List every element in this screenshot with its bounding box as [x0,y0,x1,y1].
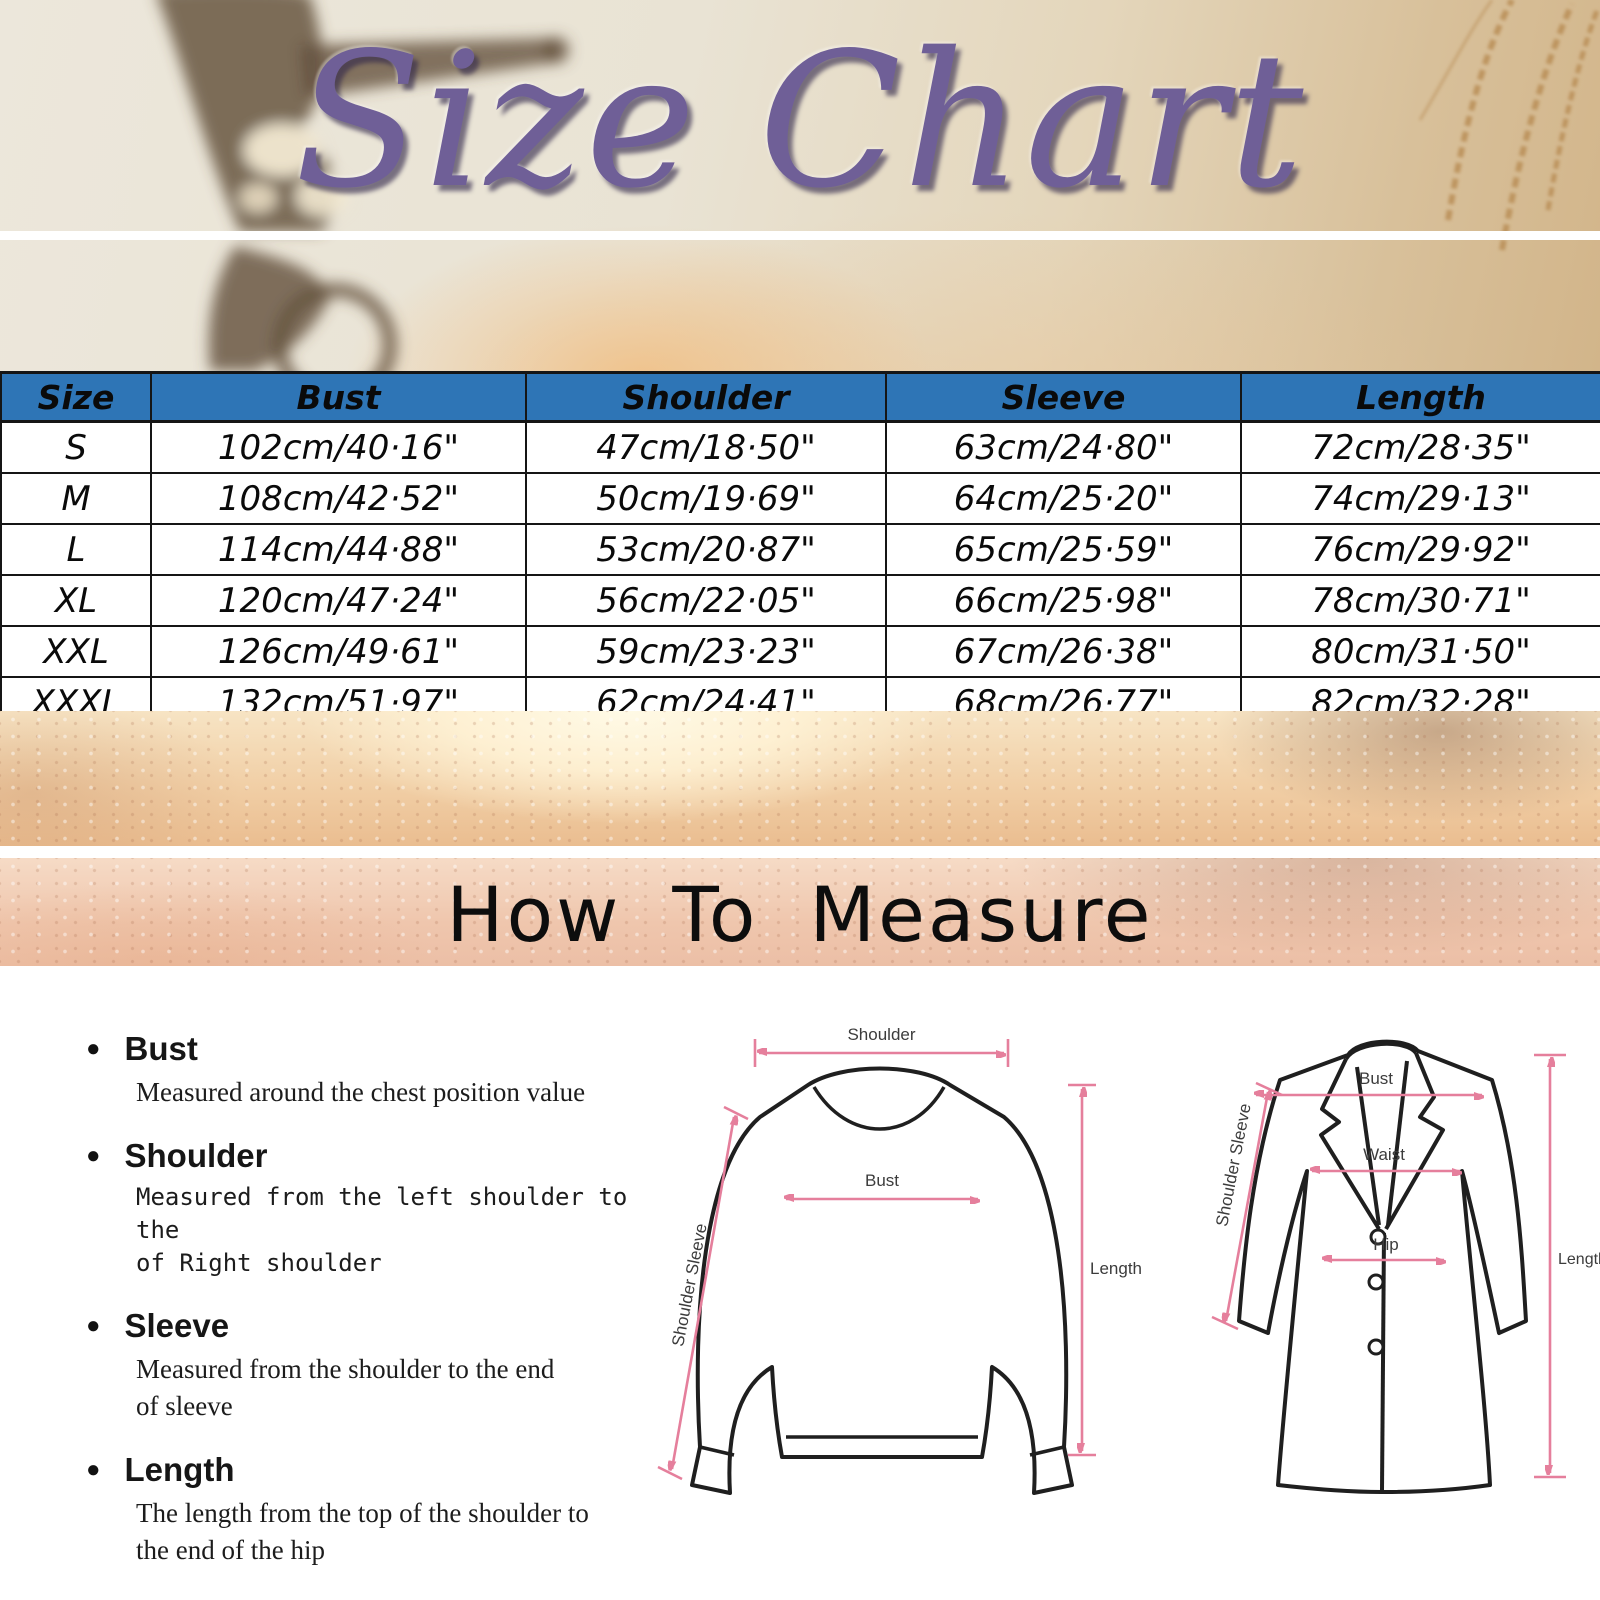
table-row: XL 120cm/47·24" 56cm/22·05" 66cm/25·98" … [0,574,1600,627]
waist-label: Waist [1363,1145,1405,1164]
cell-length: 76cm/29·92" [1240,523,1600,576]
cell-shoulder: 50cm/19·69" [525,472,887,525]
size-table-header-row: Size Bust Shoulder Sleeve Length [0,371,1600,423]
coat-measure-diagram: Bust Waist Hip Shoulder Sleeve Length [1180,985,1600,1600]
guide-term: Bust [124,1030,198,1067]
coat-outline-drawing [1211,1039,1566,1494]
cell-bust: 126cm/49·61" [150,625,527,678]
length-label: Length [1558,1251,1600,1268]
grass-stalks [1418,0,1600,251]
table-row: M 108cm/42·52" 50cm/19·69" 64cm/25·20" 7… [0,472,1600,525]
bullet-icon: ● [86,1311,101,1339]
length-arrow [1068,1083,1096,1457]
measure-banner-photo: How To Measure [0,858,1600,966]
hero-photo: Size Chart [0,0,1600,371]
shoulder-label: Shoulder [847,1025,916,1044]
cell-sleeve: 63cm/24·80" [885,420,1242,474]
cell-size: S [0,420,152,474]
cell-sleeve: 64cm/25·20" [885,472,1242,525]
guide-item-bust: ● Bust Measured around the chest positio… [86,1030,646,1111]
cell-length: 80cm/31·50" [1240,625,1600,678]
hip-label: Hip [1373,1235,1399,1254]
front-opening-line [1380,1232,1386,1491]
sunset-road-photo [0,711,1600,846]
guide-term: Sleeve [124,1306,230,1344]
bullet-icon: ● [86,1142,101,1170]
cell-size: XL [0,574,152,627]
guide-item-sleeve: ● Sleeve Measured from the shoulder to t… [86,1307,646,1426]
col-header-length: Length [1240,371,1600,423]
col-header-sleeve: Sleeve [885,371,1242,423]
size-table: Size Bust Shoulder Sleeve Length S 102cm… [0,371,1600,730]
shoulder-sleeve-arrow [1211,1081,1283,1331]
coat-buttons [1367,1228,1387,1356]
length-arrow [1534,1053,1566,1479]
right-cuff-line [1029,1445,1065,1457]
divider-strip-middle [0,846,1600,858]
right-roll-line [1386,1060,1409,1226]
guide-desc: Measured from the left shoulder to the o… [136,1183,628,1278]
col-header-bust: Bust [150,371,527,423]
sweater-measure-diagram: Shoulder Bust Shoulder Sleeve Length [620,985,1180,1600]
length-label: Length [1090,1259,1142,1278]
cell-length: 72cm/28·35" [1240,420,1600,474]
divider-strip-top [0,231,1600,240]
sweater-outline-drawing [657,1039,1096,1495]
cell-shoulder: 53cm/20·87" [525,523,887,576]
cell-shoulder: 47cm/18·50" [525,420,887,474]
cell-bust: 102cm/40·16" [150,420,527,474]
guide-item-length: ● Length The length from the top of the … [86,1451,646,1570]
right-lapel-line [1384,1052,1445,1230]
page-title: Size Chart [294,12,1306,229]
bullet-icon: ● [86,1035,101,1062]
col-header-shoulder: Shoulder [525,371,887,423]
bust-label: Bust [864,1171,900,1190]
cell-bust: 108cm/42·52" [150,472,527,525]
shoulder-sleeve-arrow [657,1105,749,1481]
cell-size: L [0,523,152,576]
table-row: XXL 126cm/49·61" 59cm/23·23" 67cm/26·38"… [0,625,1600,678]
cell-size: M [0,472,152,525]
table-row: L 114cm/44·88" 53cm/20·87" 65cm/25·59" 7… [0,523,1600,576]
collar-line [812,1086,946,1131]
bullet-icon: ● [86,1456,101,1484]
cell-shoulder: 59cm/23·23" [525,625,887,678]
hero-photo-shapes [158,0,1600,371]
guide-desc: Measured around the chest position value [136,1077,586,1107]
guide-desc: Measured from the shoulder to the end of… [136,1353,555,1421]
guide-term: Shoulder [124,1137,268,1175]
cell-length: 74cm/29·13" [1240,472,1600,525]
cell-sleeve: 66cm/25·98" [885,574,1242,627]
cell-bust: 120cm/47·24" [150,574,527,627]
measure-guide-list: ● Bust Measured around the chest positio… [86,1030,646,1596]
cell-sleeve: 67cm/26·38" [885,625,1242,678]
cell-sleeve: 65cm/25·59" [885,523,1242,576]
col-header-size: Size [0,371,152,423]
shoulder-arrow [753,1039,1010,1067]
sweater-outline [690,1066,1074,1495]
guide-item-shoulder: ● Shoulder Measured from the left should… [86,1137,646,1280]
guide-desc: The length from the top of the shoulder … [136,1498,589,1566]
bust-label: Bust [1358,1069,1394,1088]
cyclist-silhouette [158,0,569,371]
measure-guide-section: ● Bust Measured around the chest positio… [0,966,1600,1600]
collar-top-line [1344,1041,1418,1061]
table-row: S 102cm/40·16" 47cm/18·50" 63cm/24·80" 7… [0,420,1600,474]
cell-shoulder: 56cm/22·05" [525,574,887,627]
cell-size: XXL [0,625,152,678]
cell-bust: 114cm/44·88" [150,523,527,576]
section-title-how-to-measure: How To Measure [446,870,1154,959]
cell-length: 78cm/30·71" [1240,574,1600,627]
bicycle-wheel-silhouette [273,283,397,371]
guide-term: Length [124,1451,235,1489]
